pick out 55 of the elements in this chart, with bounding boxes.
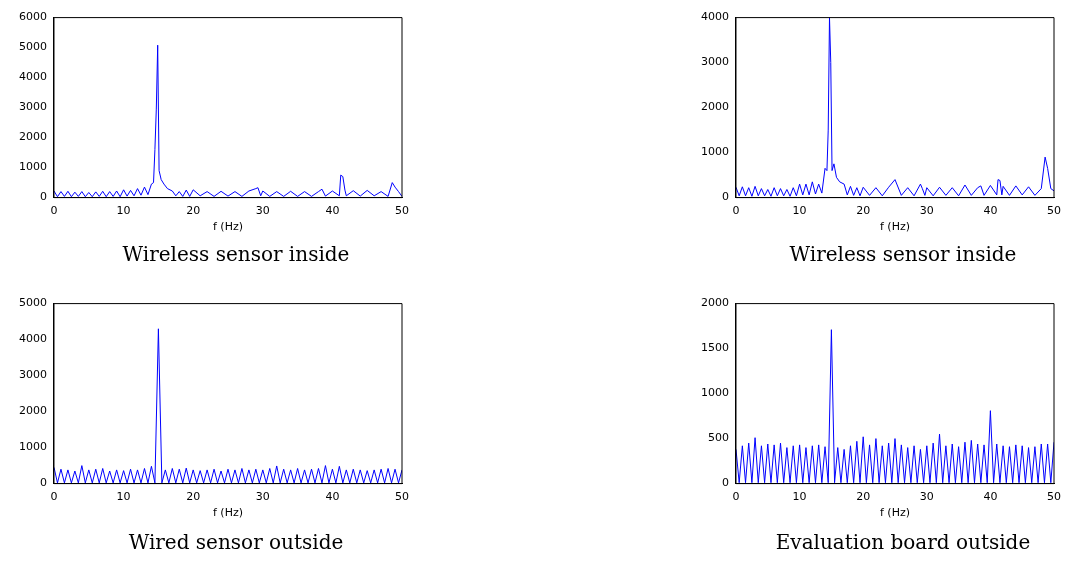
y-tick-label: 5000	[18, 40, 47, 54]
x-tick-label: 40	[983, 204, 998, 218]
x-tick-label: 10	[792, 490, 807, 504]
x-tick-label: 10	[116, 490, 131, 504]
x-tick-label: 10	[792, 204, 807, 218]
x-tick-label: 30	[919, 490, 934, 504]
y-tick-label: 4000	[700, 10, 729, 24]
x-tick-label: 20	[186, 490, 201, 504]
x-axis-title: f (Hz)	[880, 506, 910, 520]
y-tick-label: 5000	[18, 296, 47, 310]
x-tick-label: 0	[732, 490, 740, 504]
y-tick-label: 2000	[700, 296, 729, 310]
x-tick-label: 50	[395, 204, 409, 218]
x-tick-label: 30	[919, 204, 934, 218]
x-tick-label: 20	[186, 204, 201, 218]
y-tick-label: 4000	[18, 332, 47, 346]
text: Evaluation board outside	[774, 530, 1032, 554]
x-tick-label: 10	[116, 204, 131, 218]
y-tick-label: 2000	[18, 130, 47, 144]
text: Wireless sensor inside	[788, 242, 1018, 266]
y-tick-label: 0	[39, 476, 47, 490]
y-tick-label: 1000	[700, 386, 729, 400]
y-tick-label: 1500	[700, 341, 729, 355]
x-tick-label: 40	[325, 204, 340, 218]
y-tick-label: 1000	[700, 145, 729, 159]
x-tick-label: 0	[50, 490, 58, 504]
y-tick-label: 500	[707, 431, 729, 445]
y-tick-label: 3000	[18, 100, 47, 114]
x-tick-label: 30	[255, 490, 270, 504]
x-tick-label: 40	[983, 490, 998, 504]
y-tick-label: 0	[721, 190, 729, 204]
x-tick-label: 20	[856, 204, 871, 218]
y-tick-label: 0	[721, 476, 729, 490]
text: Wireless sensor inside	[121, 242, 351, 266]
x-tick-label: 40	[325, 490, 340, 504]
x-axis-title: f (Hz)	[213, 506, 243, 520]
x-tick-label: 50	[395, 490, 409, 504]
y-tick-label: 0	[39, 190, 47, 204]
y-tick-label: 1000	[18, 440, 47, 454]
y-tick-label: 3000	[18, 368, 47, 382]
x-tick-label: 0	[50, 204, 58, 218]
x-tick-label: 50	[1047, 204, 1061, 218]
x-tick-label: 20	[856, 490, 871, 504]
text: Wired sensor outside	[127, 530, 345, 554]
x-tick-label: 30	[255, 204, 270, 218]
y-tick-label: 1000	[18, 160, 47, 174]
y-tick-label: 2000	[700, 100, 729, 114]
y-tick-label: 3000	[700, 55, 729, 69]
x-tick-label: 0	[732, 204, 740, 218]
x-axis-title: f (Hz)	[213, 220, 243, 234]
x-tick-label: 50	[1047, 490, 1061, 504]
x-axis-title: f (Hz)	[880, 220, 910, 234]
y-tick-label: 4000	[18, 70, 47, 84]
y-tick-label: 2000	[18, 404, 47, 418]
y-tick-label: 6000	[18, 10, 47, 24]
